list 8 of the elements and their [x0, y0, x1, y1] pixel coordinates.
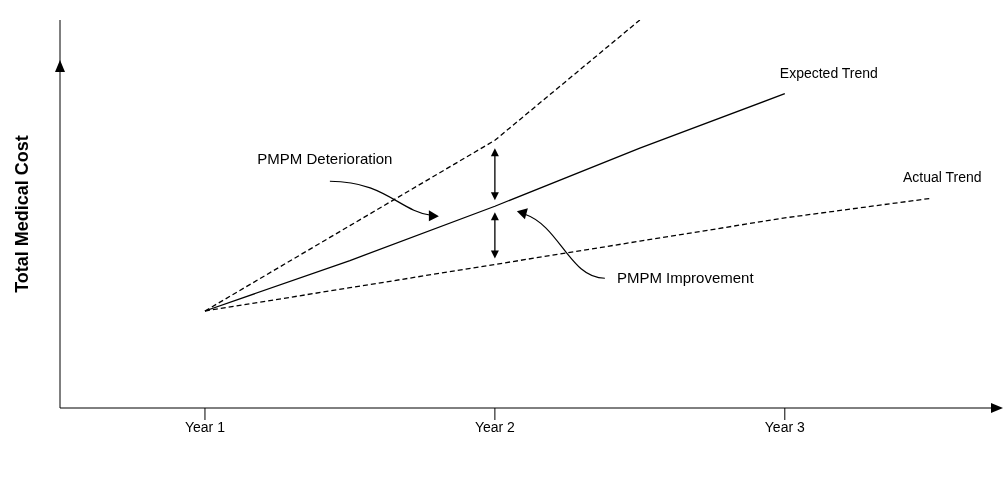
series-label: Expected Trend: [779, 64, 878, 81]
x-tick-label: Year 1: [184, 418, 226, 435]
x-tick-label: Year 2: [474, 418, 516, 435]
series-label: Actual Trend: [903, 169, 982, 186]
annotation: PMPM Improvement: [616, 269, 755, 287]
y-axis-title: Total Medical Cost: [12, 135, 33, 293]
x-tick-label: Year 3: [764, 418, 805, 435]
annotation: PMPM Deterioration: [257, 150, 393, 168]
